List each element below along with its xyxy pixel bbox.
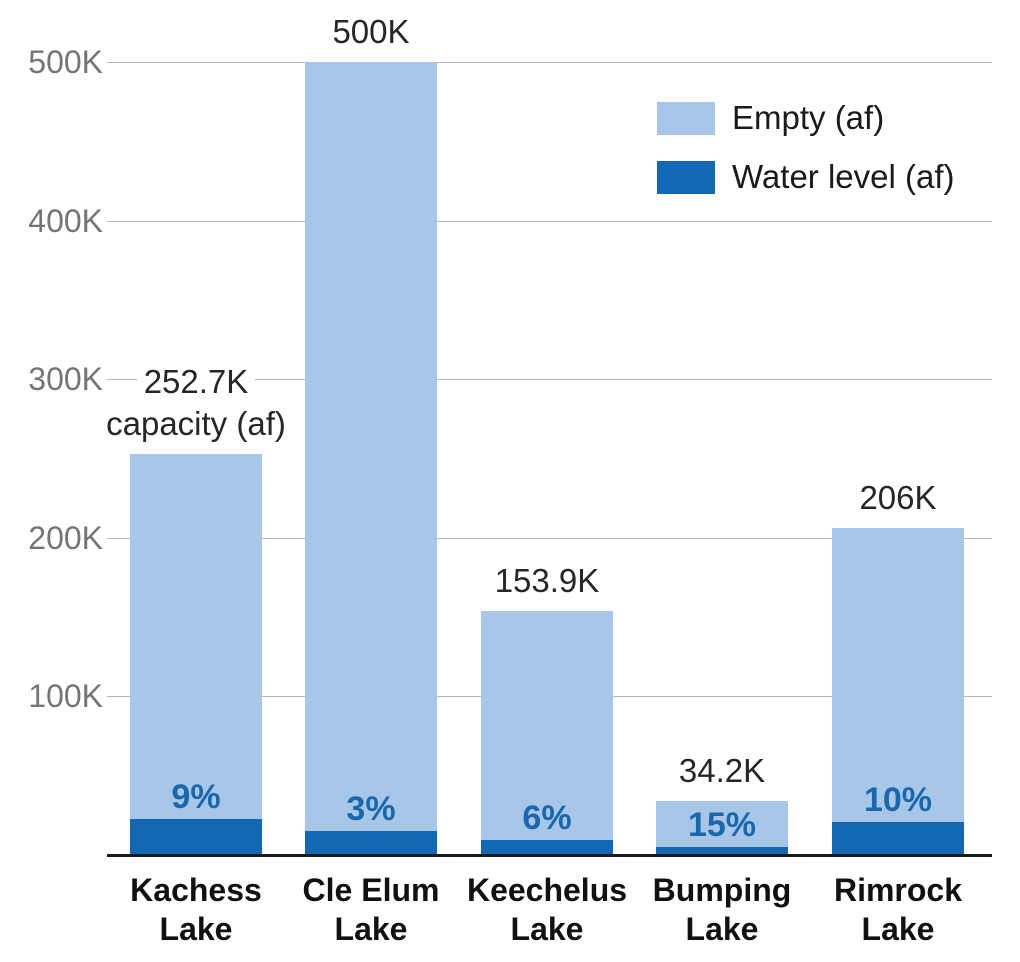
capacity-label-rimrock-lake: 206K: [752, 477, 1020, 520]
gridline-400k: [107, 220, 992, 222]
gridline-500k: [107, 62, 992, 63]
category-label-keechelus-lake: Keechelus Lake: [466, 872, 628, 947]
category-label-cle-elum-lake: Cle Elum Lake: [302, 872, 440, 947]
x-axis-line: [107, 854, 992, 857]
bar-empty-keechelus-lake: [481, 610, 613, 855]
bar-water-bumping-lake: [656, 846, 788, 855]
bar-water-cle-elum-lake: [305, 831, 437, 855]
percent-full-label-keechelus-lake: 6%: [522, 799, 572, 838]
bar-water-keechelus-lake: [481, 840, 613, 855]
capacity-label-bumping-lake: 34.2K: [576, 749, 868, 792]
bar-water-kachess-lake: [130, 818, 262, 855]
bar-empty-bumping-lake: [656, 800, 788, 855]
bar-empty-cle-elum-lake: [305, 62, 437, 855]
y-axis-tick-label-200k: 200K: [28, 519, 103, 556]
percent-full-label-kachess-lake: 9%: [171, 777, 221, 816]
y-axis-tick-label-300k: 300K: [28, 361, 103, 398]
percent-full-label-cle-elum-lake: 3%: [346, 790, 396, 829]
chart-legend: Empty (af) Water level (af): [657, 99, 955, 217]
category-label-rimrock-lake: Rimrock Lake: [833, 872, 963, 947]
y-axis-tick-label-500k: 500K: [28, 44, 103, 80]
percent-full-label-rimrock-lake: 10%: [863, 781, 933, 820]
gridline-200k: [107, 537, 992, 539]
category-label-kachess-lake: Kachess Lake: [130, 872, 262, 947]
legend-swatch-water-level: [657, 160, 715, 194]
bar-water-rimrock-lake: [832, 822, 964, 855]
bar-empty-rimrock-lake: [832, 528, 964, 855]
legend-item-empty: Empty (af): [657, 99, 955, 137]
capacity-label-kachess-lake: 252.7K capacity (af): [50, 361, 342, 446]
gridline-300k: [107, 379, 992, 381]
y-axis-tick-label-100k: 100K: [28, 678, 103, 715]
legend-item-water-level: Water level (af): [657, 158, 955, 196]
capacity-label-keechelus-lake: 153.9K: [401, 559, 693, 602]
capacity-label-cle-elum-lake: 500K: [225, 11, 517, 53]
legend-label-empty: Empty (af): [732, 99, 885, 136]
legend-label-water-level: Water level (af): [732, 158, 955, 195]
legend-swatch-empty: [657, 101, 715, 135]
bar-empty-kachess-lake: [130, 454, 262, 855]
percent-full-label-bumping-lake: 15%: [687, 805, 757, 844]
y-axis-tick-label-400k: 400K: [28, 202, 103, 239]
category-label-bumping-lake: Bumping Lake: [652, 872, 792, 947]
